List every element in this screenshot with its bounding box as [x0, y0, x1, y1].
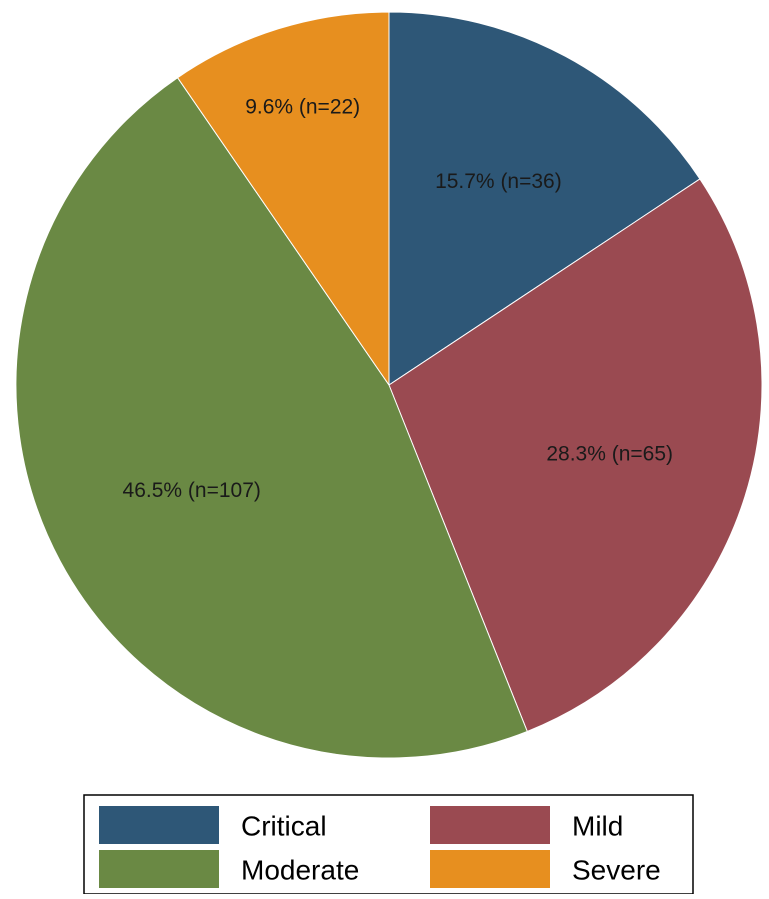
legend-swatch-severe — [430, 850, 550, 888]
data-label-moderate: 46.5% (n=107) — [123, 479, 261, 502]
legend-label-mild: Mild — [572, 811, 623, 842]
legend: Critical Mild Moderate Severe — [83, 794, 694, 895]
legend-label-critical: Critical — [241, 811, 327, 842]
legend-swatch-mild — [430, 806, 550, 844]
pie-slice-moderate — [15, 76, 528, 759]
legend-label-moderate: Moderate — [241, 855, 359, 886]
pie-slice-mild — [388, 178, 763, 733]
legend-swatch-moderate — [99, 850, 219, 888]
data-label-severe: 9.6% (n=22) — [245, 96, 360, 119]
data-labels-layer: 15.7% (n=36) 28.3% (n=65) 46.5% (n=107) 9.6… — [123, 96, 674, 502]
slices-layer — [15, 11, 763, 759]
data-label-mild: 28.3% (n=65) — [546, 443, 673, 466]
legend-label-severe: Severe — [572, 855, 661, 886]
pie-slice-critical — [388, 11, 701, 386]
pie-slice-severe — [176, 11, 390, 387]
data-label-critical: 15.7% (n=36) — [435, 170, 562, 193]
legend-swatch-critical — [99, 806, 219, 844]
